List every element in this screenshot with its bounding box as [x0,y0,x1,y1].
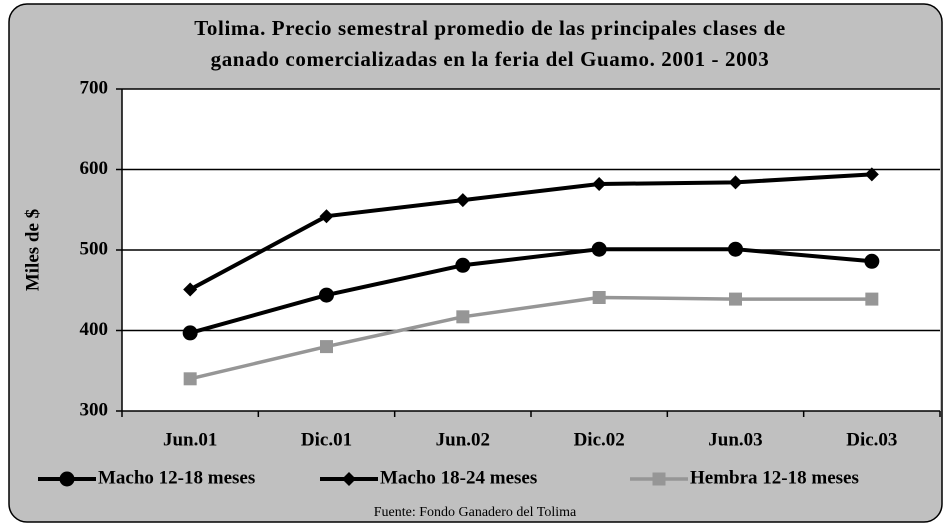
legend-marker [652,472,666,486]
data-point [591,241,607,257]
legend-label: Macho 12-18 meses [98,467,255,488]
data-point [728,175,743,190]
data-point [182,325,198,341]
legend-label: Hembra 12-18 meses [690,467,859,488]
x-tick-label: Dic.02 [574,429,625,450]
x-tick-label: Dic.01 [301,429,352,450]
data-point [455,193,470,208]
data-point [864,253,880,269]
data-point [456,310,470,324]
data-point [183,282,198,297]
data-point [320,340,333,354]
data-point [319,209,334,224]
data-point [729,292,742,306]
data-point [592,176,607,191]
data-point [728,241,743,257]
y-axis-label: Miles de $ [22,209,43,291]
x-tick-label: Dic.03 [846,429,897,450]
y-tick-label: 600 [80,158,109,179]
legend-marker [59,471,75,487]
y-tick-label: 400 [80,319,109,340]
data-point [865,292,879,306]
x-tick-label: Jun.01 [163,429,217,450]
y-tick-label: 500 [80,238,109,259]
data-point [455,257,471,273]
chart-title: ganado comercializadas en la feria del G… [211,47,770,71]
series-line [189,295,872,381]
y-tick-label: 300 [80,399,109,420]
source-note: Fuente: Fondo Ganadero del Tolima [374,505,577,520]
data-point [319,287,334,303]
legend-label: Macho 18-24 meses [380,467,537,488]
x-tick-label: Jun.03 [708,429,762,450]
series-line [189,247,873,335]
series-line [189,172,872,292]
data-point [183,372,197,386]
chart-title: Tolima. Precio semestral promedio de las… [194,16,786,40]
data-point [864,167,879,182]
x-tick-label: Jun.02 [436,429,490,450]
y-tick-label: 700 [80,77,109,98]
data-point [592,290,606,304]
legend-marker [342,472,356,486]
